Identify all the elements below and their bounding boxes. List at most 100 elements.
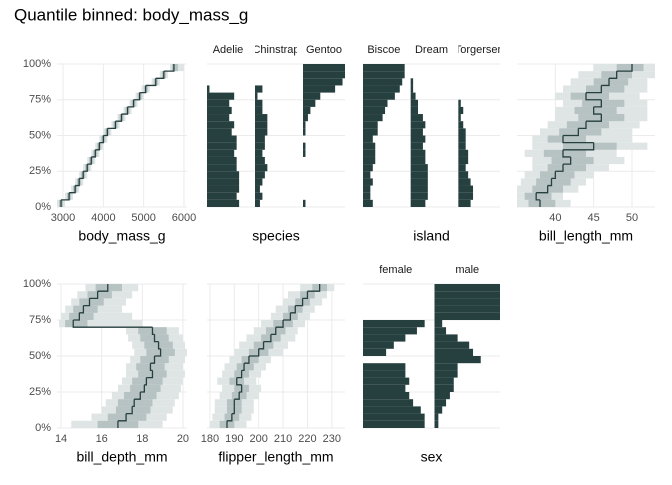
y-tick-label: 100% bbox=[23, 278, 51, 290]
bar bbox=[207, 99, 230, 107]
bar bbox=[434, 406, 443, 414]
step-line bbox=[149, 363, 153, 372]
bar bbox=[363, 85, 400, 93]
step-line bbox=[79, 305, 85, 314]
bar bbox=[458, 135, 466, 143]
y-tick-label: 0% bbox=[35, 422, 51, 434]
x-tick-label: 3000 bbox=[51, 212, 75, 224]
step-line bbox=[151, 327, 155, 336]
bar bbox=[363, 392, 410, 400]
chart-title: Quantile binned: body_mass_g bbox=[14, 5, 248, 24]
x-tick-label: 190 bbox=[225, 433, 243, 445]
x-tick-label: 20 bbox=[177, 433, 189, 445]
bar bbox=[363, 106, 386, 115]
y-tick-label: 0% bbox=[35, 201, 51, 213]
inner-band bbox=[566, 121, 609, 129]
bar bbox=[410, 92, 416, 100]
bar bbox=[255, 135, 265, 143]
bar bbox=[363, 406, 421, 414]
bar bbox=[207, 106, 232, 115]
bar bbox=[363, 164, 373, 172]
bar bbox=[434, 334, 458, 342]
x-tick-label: 14 bbox=[55, 433, 67, 445]
bar bbox=[434, 413, 439, 421]
inner-band bbox=[115, 406, 151, 414]
bar bbox=[434, 370, 458, 378]
bar bbox=[255, 149, 263, 157]
step-line bbox=[61, 192, 70, 201]
step-line bbox=[307, 284, 321, 292]
inner-band bbox=[574, 106, 617, 115]
bar bbox=[458, 164, 466, 172]
bar bbox=[458, 171, 469, 179]
step-line bbox=[132, 399, 135, 408]
bar bbox=[255, 156, 265, 165]
inner-band bbox=[132, 377, 163, 385]
bar bbox=[434, 284, 500, 292]
step-line bbox=[244, 356, 250, 364]
step-line bbox=[258, 341, 265, 350]
inner-band bbox=[563, 142, 617, 150]
bar bbox=[434, 291, 500, 299]
inner-band bbox=[540, 171, 575, 179]
inner-band bbox=[117, 399, 153, 407]
bar bbox=[207, 114, 230, 122]
bar bbox=[434, 298, 500, 306]
bar bbox=[363, 142, 376, 150]
bar bbox=[363, 156, 376, 165]
step-line bbox=[270, 327, 277, 336]
bar bbox=[410, 199, 426, 207]
bar bbox=[363, 178, 373, 186]
x-axis-title: body_mass_g bbox=[78, 228, 165, 244]
y-tick-label: 25% bbox=[29, 386, 51, 398]
step-line bbox=[593, 106, 602, 115]
bar bbox=[458, 185, 474, 193]
bar bbox=[303, 128, 306, 136]
bar bbox=[363, 128, 378, 136]
bar bbox=[410, 106, 419, 115]
step-line bbox=[154, 348, 162, 357]
bar bbox=[434, 420, 439, 428]
bar bbox=[255, 85, 263, 93]
step-line bbox=[139, 85, 147, 94]
bar bbox=[207, 192, 237, 200]
bar bbox=[303, 121, 306, 129]
x-axis-title: bill_depth_mm bbox=[76, 449, 167, 465]
bar bbox=[434, 305, 500, 313]
x-axis-title: sex bbox=[421, 449, 443, 465]
inner-band bbox=[616, 64, 644, 72]
inner-band bbox=[543, 149, 586, 157]
bar bbox=[458, 106, 464, 115]
inner-band bbox=[130, 384, 161, 392]
step-line bbox=[563, 142, 595, 151]
bar bbox=[434, 377, 454, 385]
inner-band bbox=[547, 164, 586, 172]
inner-band bbox=[570, 92, 609, 100]
step-line bbox=[593, 99, 602, 108]
inner-band bbox=[79, 298, 104, 306]
inner-band bbox=[107, 413, 147, 421]
step-line bbox=[115, 114, 123, 122]
x-tick-label: 16 bbox=[96, 433, 108, 445]
inner-band bbox=[582, 99, 625, 107]
bar bbox=[363, 192, 371, 200]
bar bbox=[303, 149, 306, 157]
inner-band bbox=[524, 192, 552, 200]
step-line bbox=[145, 78, 157, 87]
inner-band bbox=[236, 363, 254, 371]
step-line bbox=[536, 185, 549, 194]
bar bbox=[363, 327, 417, 335]
step-line bbox=[585, 92, 602, 101]
step-line bbox=[83, 164, 88, 172]
step-line bbox=[72, 320, 153, 328]
bar bbox=[410, 185, 428, 193]
facet-label: Dream bbox=[415, 44, 448, 56]
step-line bbox=[163, 64, 175, 72]
step-line bbox=[127, 99, 135, 108]
bar bbox=[363, 121, 378, 129]
step-line bbox=[241, 363, 245, 372]
step-line bbox=[89, 291, 99, 300]
bar bbox=[410, 99, 419, 107]
y-tick-label: 50% bbox=[29, 129, 51, 141]
step-line bbox=[263, 334, 272, 343]
